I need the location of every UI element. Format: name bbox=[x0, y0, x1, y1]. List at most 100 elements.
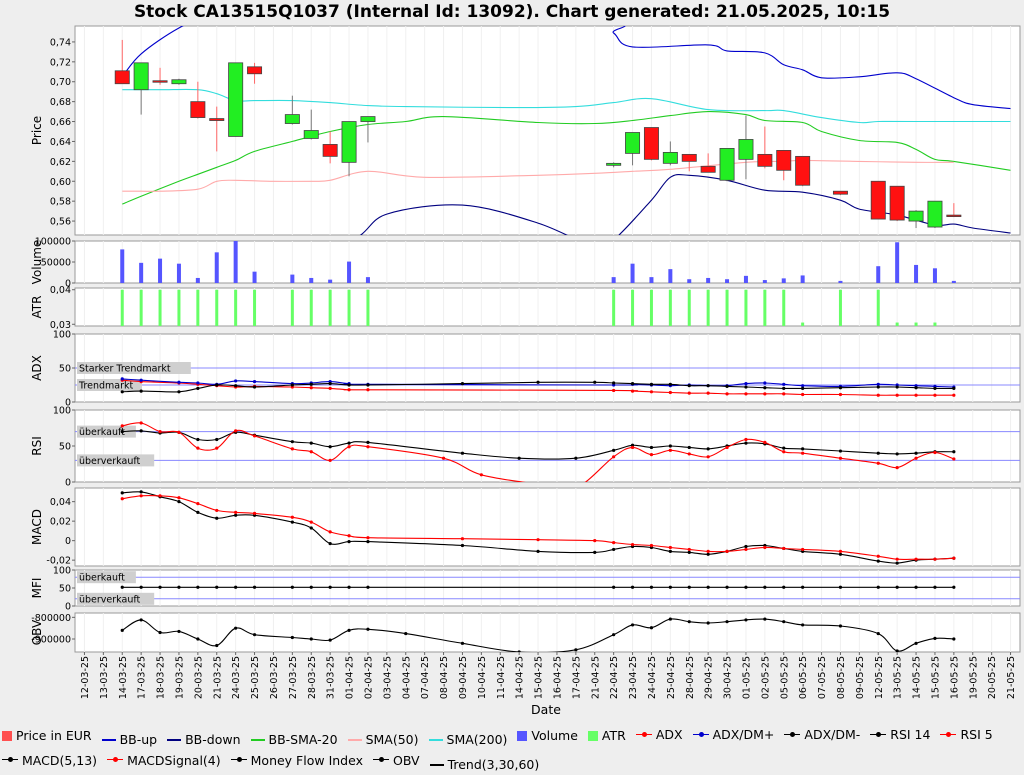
series-point bbox=[234, 513, 238, 517]
candle-body bbox=[228, 62, 244, 137]
series-point bbox=[536, 380, 540, 384]
legend-label: Price in EUR bbox=[16, 728, 92, 743]
legend-item: ADX/DM- bbox=[784, 724, 860, 745]
legend-item: SMA(200) bbox=[428, 729, 507, 750]
series-point bbox=[404, 631, 408, 636]
legend-label: RSI 14 bbox=[890, 727, 931, 742]
x-tick-label: 08-04-25 bbox=[439, 656, 450, 699]
x-tick-label: 20-05-25 bbox=[987, 656, 998, 699]
x-tick-label: 07-05-25 bbox=[817, 656, 828, 699]
legend-item: MACDSignal(4) bbox=[107, 750, 221, 771]
series-point bbox=[895, 466, 899, 470]
x-tick-label: 02-05-25 bbox=[760, 656, 771, 699]
legend-label: BB-down bbox=[185, 731, 241, 747]
series-point bbox=[612, 541, 616, 545]
panel-mfi-label: MFI bbox=[30, 578, 44, 599]
series-point bbox=[158, 585, 162, 589]
volume-bar bbox=[176, 263, 181, 283]
series-point bbox=[593, 380, 597, 384]
candle-body bbox=[209, 118, 225, 121]
atr-bar bbox=[328, 289, 332, 326]
series-point bbox=[687, 547, 691, 552]
legend-symbol-icon bbox=[428, 738, 443, 741]
series-point bbox=[763, 392, 767, 396]
series-point bbox=[782, 386, 786, 390]
series-point bbox=[914, 386, 918, 390]
candle-body bbox=[908, 210, 924, 222]
series-point bbox=[838, 549, 843, 553]
series-point bbox=[612, 585, 616, 589]
series-point bbox=[649, 626, 654, 630]
series-point bbox=[687, 445, 691, 450]
legend-item: RSI 5 bbox=[940, 724, 993, 745]
legend-item: MACD(5,13) bbox=[2, 750, 97, 771]
series-point bbox=[706, 384, 710, 388]
atr-bar bbox=[631, 289, 635, 326]
series-point bbox=[177, 390, 181, 394]
legend-symbol-icon bbox=[230, 754, 247, 766]
legend-item: SMA(50) bbox=[347, 729, 419, 750]
series-point bbox=[309, 526, 313, 530]
series-point bbox=[366, 440, 370, 444]
series-point bbox=[234, 384, 238, 388]
series-point bbox=[630, 623, 635, 627]
legend-label: BB-up bbox=[119, 731, 158, 747]
x-tick-label: 09-05-25 bbox=[855, 656, 866, 699]
legend-symbol-icon bbox=[101, 738, 116, 741]
reference-label-bg bbox=[77, 571, 136, 584]
series-point bbox=[328, 585, 332, 589]
series-point bbox=[687, 384, 691, 388]
candle-body bbox=[757, 153, 773, 167]
series-point bbox=[460, 382, 465, 386]
candle-body bbox=[133, 62, 149, 91]
candle-body bbox=[776, 150, 792, 171]
series-point bbox=[801, 547, 805, 552]
atr-bar bbox=[782, 289, 786, 326]
series-point bbox=[328, 445, 332, 449]
reference-label: überkauft bbox=[79, 573, 125, 584]
series-point bbox=[139, 618, 143, 622]
x-tick-label: 06-05-25 bbox=[798, 656, 809, 699]
volume-bar bbox=[158, 258, 163, 283]
y-tick-label: 0,62 bbox=[50, 157, 71, 168]
reference-label: Starker Trendmarkt bbox=[79, 364, 171, 375]
series-point bbox=[668, 545, 672, 550]
series-point bbox=[876, 385, 880, 389]
series-point bbox=[668, 444, 672, 448]
series-point bbox=[252, 385, 257, 389]
volume-bar bbox=[195, 277, 200, 283]
series-point bbox=[290, 447, 294, 451]
volume-bar bbox=[233, 241, 238, 283]
x-tick-label: 28-04-25 bbox=[685, 656, 696, 699]
series-point bbox=[744, 441, 748, 445]
candle-body bbox=[360, 116, 376, 122]
x-tick-label: 03-04-25 bbox=[382, 656, 393, 699]
series-point bbox=[876, 451, 880, 455]
series-point bbox=[649, 382, 654, 386]
atr-bar bbox=[347, 289, 351, 326]
series-point bbox=[649, 453, 654, 457]
panel-macd-label: MACD bbox=[30, 509, 44, 545]
x-tick-label: 13-05-25 bbox=[893, 656, 904, 699]
series-point bbox=[460, 641, 465, 645]
series-point bbox=[309, 585, 313, 589]
series-point bbox=[801, 585, 805, 589]
atr-bar bbox=[725, 289, 729, 326]
volume-bar bbox=[668, 269, 673, 283]
series-point bbox=[120, 497, 124, 501]
series-point bbox=[460, 451, 465, 455]
series-point bbox=[895, 452, 899, 456]
series-point bbox=[876, 393, 880, 397]
series-point bbox=[120, 424, 124, 428]
y-tick-label: 0 bbox=[65, 279, 71, 290]
series-point bbox=[895, 385, 899, 389]
y-tick-label: 100000 bbox=[35, 237, 71, 248]
panel-rsi-area bbox=[74, 409, 1021, 483]
series-point bbox=[687, 620, 691, 624]
volume-bar bbox=[800, 275, 805, 283]
atr-bar bbox=[801, 322, 805, 326]
candle-body bbox=[625, 132, 641, 154]
series-point bbox=[593, 550, 597, 554]
legend-label: OBV bbox=[392, 752, 420, 768]
volume-bar bbox=[120, 249, 125, 283]
